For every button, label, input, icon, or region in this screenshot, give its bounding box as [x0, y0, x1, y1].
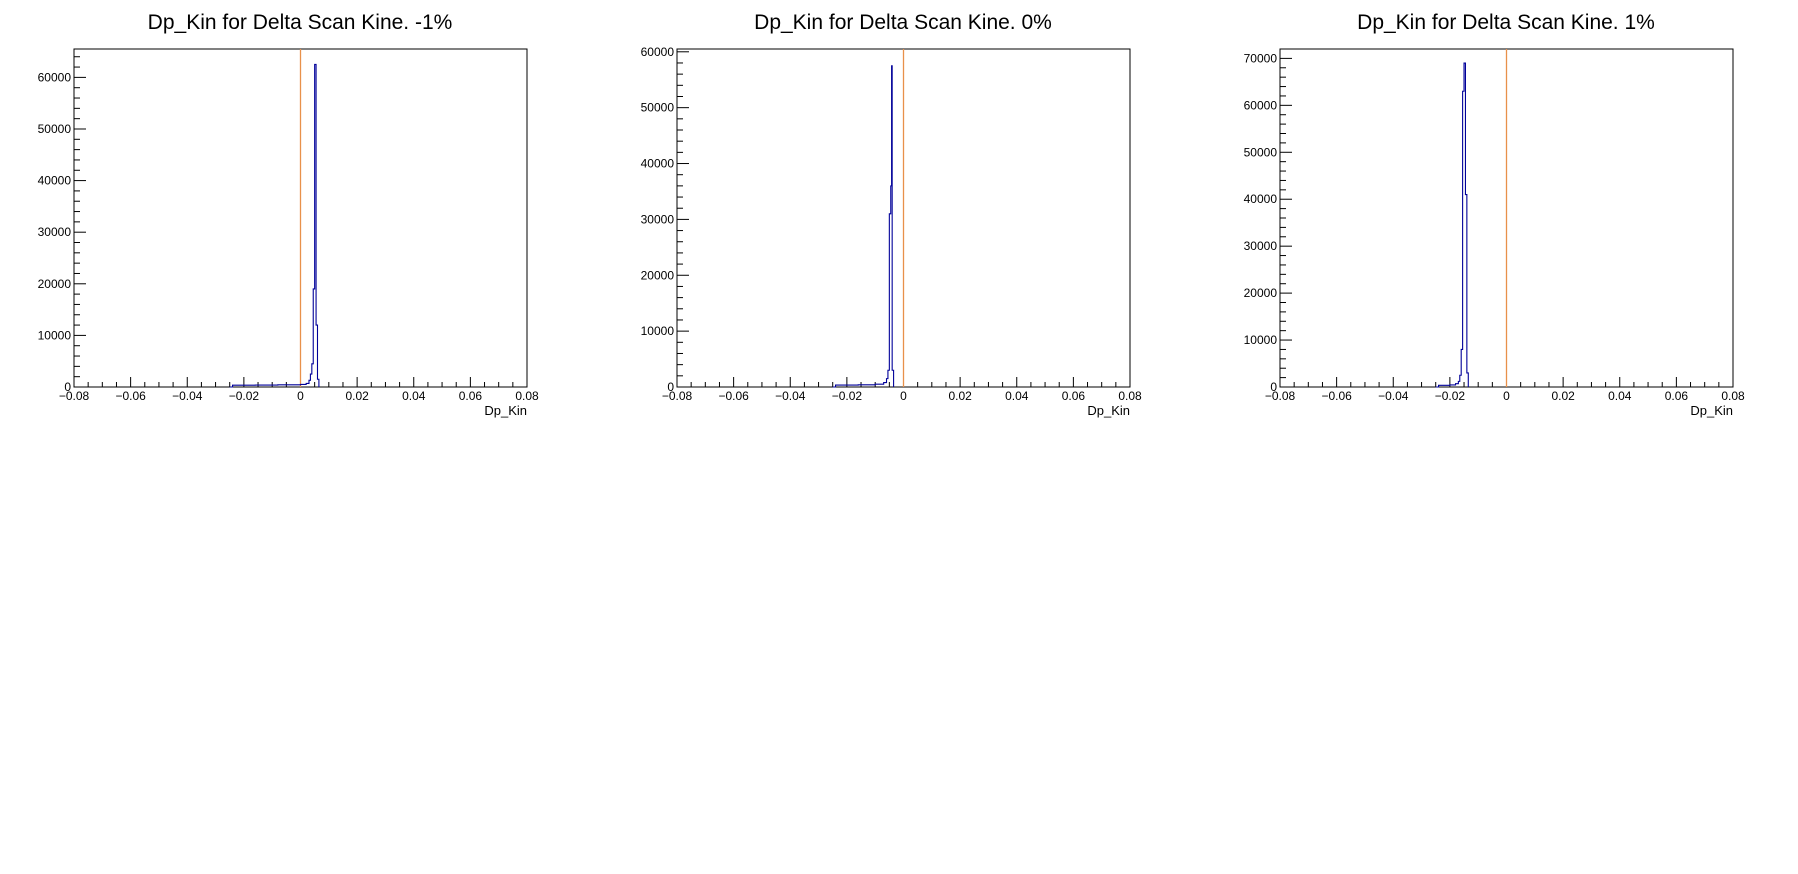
- y-tick-label: 60000: [1244, 98, 1278, 112]
- x-tick-label: −0.08: [662, 389, 693, 403]
- y-tick-label: 60000: [38, 70, 72, 84]
- x-tick-label: −0.06: [718, 389, 749, 403]
- y-tick-label: 30000: [641, 212, 675, 226]
- x-tick-label: 0.06: [1062, 389, 1086, 403]
- x-tick-label: 0.06: [459, 389, 483, 403]
- y-tick-label: 50000: [38, 122, 72, 136]
- chart-title: Dp_Kin for Delta Scan Kine. -1%: [148, 11, 453, 34]
- x-tick-label: 0.06: [1665, 389, 1689, 403]
- chart-title: Dp_Kin for Delta Scan Kine. 0%: [754, 11, 1052, 34]
- x-tick-label: 0: [900, 389, 907, 403]
- y-tick-label: 70000: [1244, 51, 1278, 65]
- x-tick-label: 0: [1503, 389, 1510, 403]
- chart-panel-2: Dp_Kin for Delta Scan Kine. 0% −0.08 −0.06…: [641, 11, 1142, 418]
- x-tick-label: −0.08: [1265, 389, 1296, 403]
- y-tick-label: 0: [667, 380, 674, 394]
- x-tick-label: 0.02: [948, 389, 972, 403]
- x-tick-label: −0.04: [172, 389, 203, 403]
- y-tick-label: 30000: [1244, 239, 1278, 253]
- y-tick-label: 20000: [641, 268, 675, 282]
- x-tick-label: 0.08: [515, 389, 539, 403]
- y-tick-label: 10000: [38, 328, 72, 342]
- y-tick-label: 0: [64, 380, 71, 394]
- x-tick-label: 0.02: [345, 389, 369, 403]
- x-tick-label: −0.02: [1435, 389, 1466, 403]
- x-tick-label: 0.08: [1118, 389, 1142, 403]
- x-tick-label: 0.02: [1551, 389, 1575, 403]
- y-tick-label: 50000: [641, 101, 675, 115]
- y-tick-label: 40000: [1244, 192, 1278, 206]
- x-tick-label: −0.04: [1378, 389, 1409, 403]
- x-axis-title: Dp_Kin: [484, 403, 527, 418]
- y-tick-label: 20000: [1244, 286, 1278, 300]
- y-tick-label: 30000: [38, 225, 72, 239]
- x-tick-label: 0.04: [1005, 389, 1029, 403]
- x-axis-title: Dp_Kin: [1087, 403, 1130, 418]
- y-tick-label: 40000: [641, 157, 675, 171]
- y-tick-label: 10000: [641, 324, 675, 338]
- x-tick-label: −0.02: [229, 389, 260, 403]
- x-tick-label: −0.06: [1321, 389, 1352, 403]
- chart-panel-1: Dp_Kin for Delta Scan Kine. -1% −0.08 −0.0…: [38, 11, 539, 418]
- x-tick-label: −0.02: [832, 389, 863, 403]
- x-tick-label: 0.04: [1608, 389, 1632, 403]
- y-tick-label: 60000: [641, 45, 675, 59]
- y-tick-label: 0: [1270, 380, 1277, 394]
- histogram-series: [1435, 62, 1469, 388]
- y-tick-label: 20000: [38, 277, 72, 291]
- x-tick-label: −0.04: [775, 389, 806, 403]
- y-tick-label: 40000: [38, 174, 72, 188]
- x-tick-label: 0: [297, 389, 304, 403]
- x-tick-label: −0.08: [59, 389, 90, 403]
- histogram-series: [229, 63, 320, 388]
- y-tick-label: 10000: [1244, 333, 1278, 347]
- x-axis-title: Dp_Kin: [1690, 403, 1733, 418]
- x-tick-label: 0.08: [1721, 389, 1745, 403]
- x-tick-label: −0.06: [115, 389, 146, 403]
- x-tick-label: 0.04: [402, 389, 426, 403]
- y-tick-label: 50000: [1244, 145, 1278, 159]
- chart-title: Dp_Kin for Delta Scan Kine. 1%: [1357, 11, 1655, 34]
- chart-panel-3: Dp_Kin for Delta Scan Kine. 1% −0.08 −0.06…: [1244, 11, 1745, 418]
- histogram-series: [832, 65, 895, 388]
